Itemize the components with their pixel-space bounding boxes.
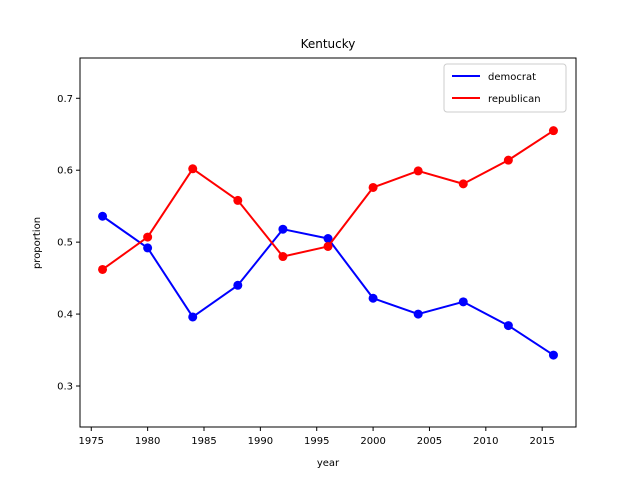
chart-title: Kentucky xyxy=(301,37,356,51)
y-tick-label: 0.7 xyxy=(57,94,73,105)
democrat-point xyxy=(278,224,288,234)
republican-point xyxy=(503,155,513,165)
republican-point xyxy=(413,166,423,176)
republican-point xyxy=(368,182,378,192)
y-tick-label: 0.6 xyxy=(57,166,73,177)
democrat-point xyxy=(98,211,108,221)
x-tick-label: 1985 xyxy=(191,436,216,447)
x-tick-label: 2000 xyxy=(360,436,385,447)
y-tick-label: 0.5 xyxy=(57,238,73,249)
democrat-point xyxy=(233,280,243,290)
republican-point xyxy=(143,232,153,242)
legend-label-republican: republican xyxy=(488,94,541,105)
republican-point xyxy=(323,241,333,251)
legend-label-democrat: democrat xyxy=(488,72,536,83)
democrat-point xyxy=(323,234,333,244)
democrat-point xyxy=(503,321,513,331)
republican-point xyxy=(278,252,288,262)
democrat-point xyxy=(413,309,423,319)
plot-area: 1975 1980 1985 1990 1995 2000 2005 2010 2015 0.3 0… xyxy=(57,57,577,447)
republican-point xyxy=(98,264,108,274)
y-tick-label: 0.3 xyxy=(57,382,73,393)
x-tick-label: 2010 xyxy=(473,436,498,447)
democrat-point xyxy=(188,312,198,322)
democrat-point xyxy=(368,293,378,303)
republican-point xyxy=(233,195,243,205)
republican-point xyxy=(458,179,468,189)
x-tick-label: 1975 xyxy=(79,436,104,447)
democrat-point xyxy=(458,297,468,307)
y-axis-label: proportion xyxy=(32,217,43,269)
x-tick-label: 1995 xyxy=(304,436,329,447)
x-tick-label: 2005 xyxy=(417,436,442,447)
legend: democrat republican xyxy=(443,63,567,113)
republican-point xyxy=(188,164,198,174)
democrat-point xyxy=(143,243,153,253)
x-tick-label: 2015 xyxy=(529,436,554,447)
democrat-point xyxy=(548,350,558,360)
y-tick-label: 0.4 xyxy=(57,310,73,321)
x-axis-label: year xyxy=(317,458,340,469)
republican-point xyxy=(548,126,558,136)
x-tick-label: 1990 xyxy=(248,436,273,447)
x-tick-label: 1980 xyxy=(135,436,160,447)
